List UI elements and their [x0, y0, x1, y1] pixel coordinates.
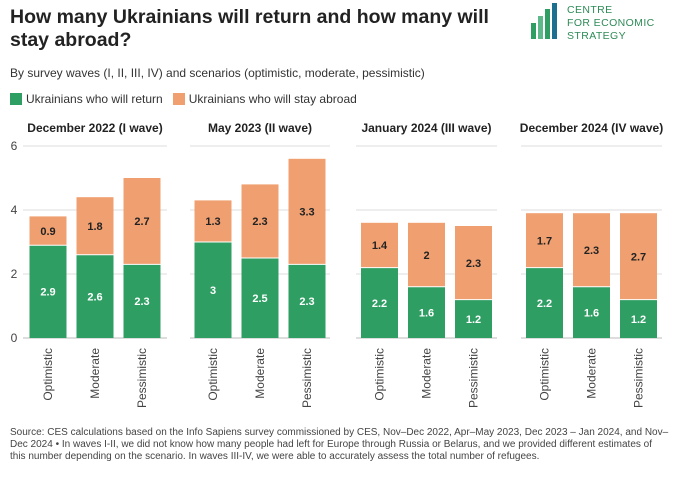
category-label: Pessimistic — [300, 348, 314, 408]
y-tick-label: 6 — [11, 139, 18, 153]
legend-swatch-abroad — [172, 93, 185, 105]
data-label-return: 1.2 — [466, 314, 481, 326]
stacked-bar-chart: 0 2 4 6 December 2022 (I wave) 2.9 0.9 Optimist… — [11, 121, 664, 408]
data-label-return: 3 — [210, 285, 216, 297]
legend-label-abroad: Ukrainians who will stay abroad — [188, 92, 357, 106]
bar-return — [526, 267, 563, 338]
bar-abroad — [194, 200, 232, 242]
bar-return — [455, 299, 492, 338]
y-tick-label: 0 — [11, 331, 18, 345]
bar-abroad — [573, 213, 610, 287]
category-label: Moderate — [420, 348, 434, 399]
panel-title: May 2023 (II wave) — [208, 121, 312, 135]
logo-line-3: STRATEGY — [567, 30, 627, 42]
category-label: Optimistic — [373, 348, 387, 401]
bar-abroad — [361, 222, 398, 268]
bar-return — [241, 258, 279, 338]
logo-bars-icon — [531, 3, 557, 39]
panel-title: January 2024 (III wave) — [361, 121, 491, 135]
category-label: Optimistic — [41, 348, 55, 401]
data-label-return: 1.2 — [631, 314, 646, 326]
bar-return — [620, 299, 657, 338]
data-label-abroad: 1.7 — [537, 235, 552, 247]
category-label: Pessimistic — [467, 348, 481, 408]
source-note: Source: CES calculations based on the In… — [10, 427, 669, 462]
category-label: Moderate — [88, 348, 102, 399]
data-label-return: 2.2 — [537, 298, 552, 310]
data-label-abroad: 1.4 — [372, 240, 388, 252]
bar-abroad — [123, 178, 161, 265]
data-label-abroad: 2.3 — [252, 216, 267, 228]
category-label: Optimistic — [206, 348, 220, 401]
data-label-return: 2.6 — [87, 291, 102, 303]
data-label-abroad: 2.7 — [134, 216, 149, 228]
data-label-return: 2.9 — [40, 287, 55, 299]
data-label-abroad: 1.3 — [205, 216, 220, 228]
logo-line-2: FOR ECONOMIC — [567, 17, 655, 29]
data-label-abroad: 3.3 — [299, 207, 314, 219]
legend: Ukrainians who will return Ukrainians wh… — [10, 92, 367, 106]
bar-abroad — [288, 158, 326, 265]
data-label-abroad: 1.8 — [87, 221, 102, 233]
bar-return — [408, 286, 445, 338]
data-label-abroad: 2 — [423, 250, 429, 262]
legend-item-return: Ukrainians who will return — [10, 92, 163, 106]
data-label-return: 1.6 — [419, 307, 434, 319]
category-label: Moderate — [585, 348, 599, 399]
bar-return — [123, 264, 161, 338]
chart-title: How many Ukrainians will return and how … — [10, 6, 489, 51]
data-label-return: 2.5 — [252, 293, 267, 305]
legend-swatch-return — [10, 93, 22, 105]
bar-abroad — [526, 213, 563, 268]
bar-abroad — [241, 184, 279, 258]
category-label: Pessimistic — [135, 348, 149, 408]
bar-return — [76, 254, 114, 338]
data-label-abroad: 2.3 — [466, 258, 481, 270]
bar-return — [361, 267, 398, 338]
ces-logo: CENTRE FOR ECONOMIC STRATEGY — [531, 3, 671, 45]
bar-abroad — [76, 197, 114, 255]
logo-text: CENTRE FOR ECONOMIC STRATEGY — [567, 4, 655, 43]
bar-abroad — [455, 226, 492, 300]
bar-abroad — [620, 213, 657, 300]
data-label-return: 1.6 — [584, 307, 599, 319]
legend-item-abroad: Ukrainians who will stay abroad — [172, 92, 357, 106]
panel-title: December 2024 (IV wave) — [520, 121, 663, 135]
data-label-return: 2.3 — [299, 296, 314, 308]
y-tick-label: 2 — [11, 267, 18, 281]
logo-line-1: CENTRE — [567, 4, 613, 16]
bar-return — [573, 286, 610, 338]
bar-return — [29, 245, 67, 338]
y-tick-label: 4 — [11, 203, 18, 217]
category-label: Moderate — [253, 348, 267, 399]
bar-return — [194, 242, 232, 338]
panel-title: December 2022 (I wave) — [27, 121, 162, 135]
category-label: Pessimistic — [632, 348, 646, 408]
bar-return — [288, 264, 326, 338]
bar-abroad — [29, 216, 67, 246]
data-label-return: 2.2 — [372, 298, 387, 310]
bar-abroad — [408, 222, 445, 287]
category-label: Optimistic — [538, 348, 552, 401]
data-label-abroad: 2.3 — [584, 245, 599, 257]
data-label-return: 2.3 — [134, 296, 149, 308]
data-label-abroad: 0.9 — [40, 226, 55, 238]
chart-subtitle: By survey waves (I, II, III, IV) and sce… — [10, 66, 425, 80]
legend-label-return: Ukrainians who will return — [26, 92, 163, 106]
data-label-abroad: 2.7 — [631, 251, 646, 263]
